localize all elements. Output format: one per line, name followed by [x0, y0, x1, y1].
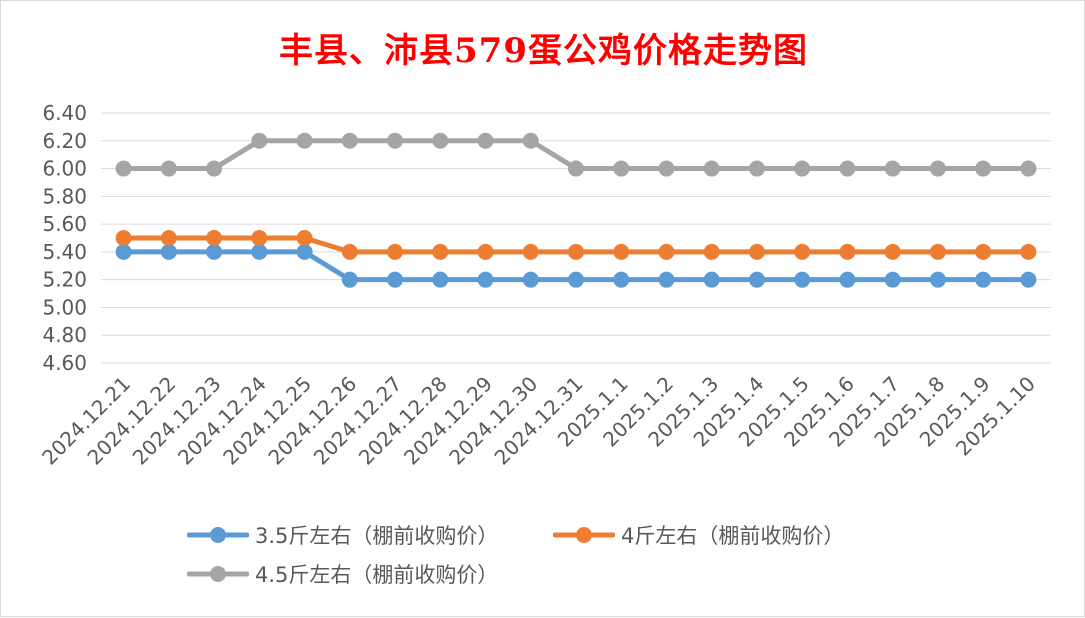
- y-tick-label: 5.20: [42, 268, 87, 292]
- data-point-series-2: [477, 243, 494, 260]
- data-point-series-3: [1020, 160, 1037, 177]
- data-point-series-1: [703, 271, 720, 288]
- legend-item-series-3: 4.5斤左右（棚前收购价）: [187, 559, 498, 589]
- y-tick-label: 6.20: [42, 129, 87, 153]
- data-point-series-1: [341, 271, 358, 288]
- data-point-series-1: [568, 271, 584, 288]
- data-point-series-3: [387, 132, 404, 149]
- data-point-series-3: [432, 132, 449, 149]
- data-point-series-2: [658, 243, 675, 260]
- data-point-series-2: [296, 230, 313, 246]
- data-point-series-1: [160, 243, 177, 260]
- y-tick-label: 6.40: [42, 101, 87, 125]
- data-point-series-2: [115, 230, 132, 246]
- y-tick-label: 6.00: [42, 157, 87, 181]
- data-point-series-2: [884, 243, 901, 260]
- data-point-series-1: [839, 271, 856, 288]
- data-point-series-1: [794, 271, 811, 288]
- data-point-series-3: [251, 132, 268, 149]
- data-point-series-2: [522, 243, 539, 260]
- data-point-series-1: [477, 271, 494, 288]
- y-tick-label: 5.00: [42, 295, 87, 319]
- data-point-series-2: [387, 243, 404, 260]
- data-point-series-2: [568, 243, 584, 260]
- data-point-series-2: [703, 243, 720, 260]
- data-point-series-3: [341, 132, 358, 149]
- data-point-series-1: [296, 243, 313, 260]
- data-point-series-1: [748, 271, 765, 288]
- data-point-series-1: [206, 243, 223, 260]
- data-point-series-3: [975, 160, 992, 177]
- data-point-series-1: [975, 271, 992, 288]
- y-tick-label: 5.40: [42, 240, 87, 264]
- data-point-series-3: [703, 160, 720, 177]
- data-point-series-2: [748, 243, 765, 260]
- data-point-series-2: [251, 230, 268, 246]
- data-point-series-1: [522, 271, 539, 288]
- data-point-series-3: [296, 132, 313, 149]
- legend-label-series-1: 3.5斤左右（棚前收购价）: [255, 524, 499, 548]
- data-point-series-1: [1020, 271, 1037, 288]
- data-point-series-3: [206, 160, 223, 177]
- data-point-series-2: [1020, 243, 1037, 260]
- data-point-series-3: [884, 160, 901, 177]
- legend-marker-series-3: [187, 566, 249, 582]
- data-point-series-3: [160, 160, 177, 177]
- data-point-series-1: [613, 271, 630, 288]
- data-point-series-1: [658, 271, 675, 288]
- legend-label-series-2: 4斤左右（棚前收购价）: [621, 524, 845, 548]
- data-point-series-3: [748, 160, 765, 177]
- legend-label-series-3: 4.5斤左右（棚前收购价）: [255, 563, 499, 587]
- data-point-series-2: [160, 230, 177, 246]
- chart-title: 丰县、沛县579蛋公鸡价格走势图: [279, 31, 808, 71]
- data-point-series-3: [794, 160, 811, 177]
- data-point-series-3: [115, 160, 132, 177]
- data-point-series-2: [794, 243, 811, 260]
- data-point-series-1: [251, 243, 268, 260]
- data-point-series-1: [432, 271, 449, 288]
- data-point-series-2: [613, 243, 630, 260]
- data-point-series-3: [477, 132, 494, 149]
- legend-marker-series-1: [187, 527, 249, 543]
- legend-item-series-1: 3.5斤左右（棚前收购价）: [187, 520, 498, 550]
- y-tick-label: 5.80: [42, 184, 87, 208]
- data-point-series-3: [568, 160, 584, 177]
- y-tick-label: 5.60: [42, 212, 87, 236]
- y-tick-label: 4.60: [42, 351, 87, 375]
- data-point-series-2: [341, 243, 358, 260]
- data-point-series-2: [432, 243, 449, 260]
- data-point-series-3: [613, 160, 630, 177]
- data-point-series-3: [522, 132, 539, 149]
- legend-marker-series-2: [553, 527, 615, 543]
- chart-legend: 3.5斤左右（棚前收购价） 4斤左右（棚前收购价） 4.5斤左右（棚前收购价）: [1, 511, 1085, 601]
- data-point-series-2: [929, 243, 946, 260]
- data-point-series-1: [387, 271, 404, 288]
- data-point-series-2: [975, 243, 992, 260]
- data-point-series-3: [839, 160, 856, 177]
- data-point-series-2: [206, 230, 223, 246]
- legend-item-series-2: 4斤左右（棚前收购价）: [553, 520, 844, 550]
- data-point-series-3: [929, 160, 946, 177]
- y-tick-label: 4.80: [42, 323, 87, 347]
- data-point-series-3: [658, 160, 675, 177]
- data-point-series-1: [884, 271, 901, 288]
- data-point-series-1: [115, 243, 132, 260]
- data-point-series-1: [929, 271, 946, 288]
- data-point-series-2: [839, 243, 856, 260]
